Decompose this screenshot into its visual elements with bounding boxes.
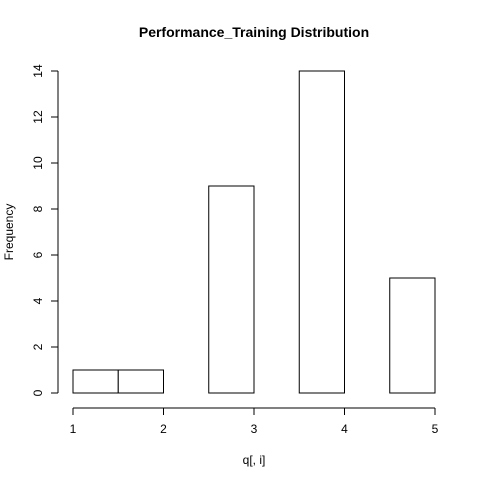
x-tick-label-1: 1	[70, 422, 77, 436]
y-tick-label-4: 4	[31, 297, 45, 304]
x-tick-label-3: 3	[251, 422, 258, 436]
y-tick-label-8: 8	[31, 205, 45, 212]
x-tick-label-4: 4	[341, 422, 348, 436]
x-tick-label-5: 5	[432, 422, 439, 436]
histogram-bars	[72, 70, 436, 394]
x-axis-label: q[, i]	[243, 453, 266, 467]
histogram-bar-8	[389, 277, 436, 394]
y-tick-label-0: 0	[31, 389, 45, 396]
y-tick-label-2: 2	[31, 343, 45, 350]
chart-title: Performance_Training Distribution	[139, 24, 369, 40]
histogram-bar-2	[117, 369, 164, 394]
histogram-bar-1	[72, 369, 119, 394]
y-tick-label-10: 10	[31, 156, 45, 170]
x-axis: 1 2 3 4 5	[70, 407, 439, 436]
y-tick-label-14: 14	[31, 64, 45, 78]
y-axis-label: Frequency	[2, 204, 16, 261]
x-tick-label-2: 2	[160, 422, 167, 436]
y-axis: 0 2 4 6 8 10 12 14	[31, 64, 59, 396]
histogram-bar-4	[208, 185, 255, 394]
y-tick-label-12: 12	[31, 110, 45, 124]
y-tick-label-6: 6	[31, 251, 45, 258]
histogram-bar-6	[298, 70, 345, 394]
